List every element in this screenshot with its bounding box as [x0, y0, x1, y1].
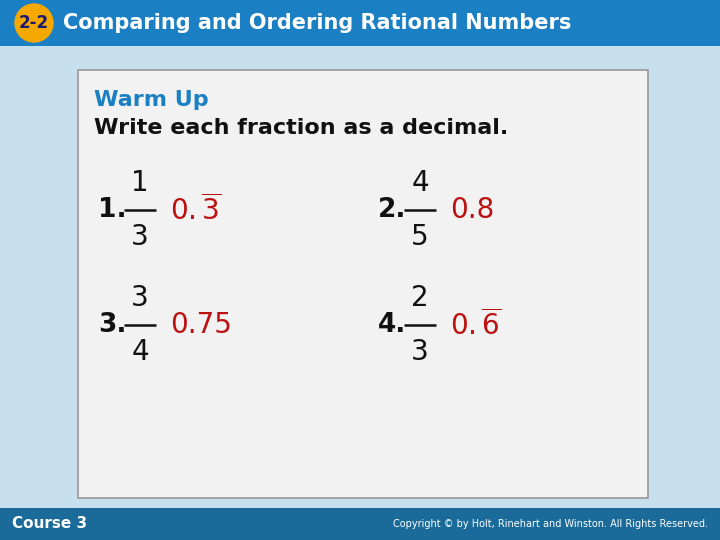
- Bar: [0, 0, 720, 46]
- Text: $0.\overline{6}$: $0.\overline{6}$: [450, 309, 502, 341]
- Text: 1.: 1.: [98, 197, 127, 223]
- Text: 0.8: 0.8: [450, 196, 494, 224]
- Text: Course 3: Course 3: [12, 516, 87, 531]
- Text: 2: 2: [411, 284, 429, 312]
- Bar: [0, 508, 720, 540]
- Text: 3: 3: [131, 284, 149, 312]
- Text: 4.: 4.: [378, 312, 406, 338]
- Text: 5: 5: [411, 223, 429, 251]
- Text: 4: 4: [131, 338, 149, 366]
- Text: 3: 3: [131, 223, 149, 251]
- Bar: [78, 70, 648, 498]
- Text: 4: 4: [411, 169, 429, 197]
- Text: 3.: 3.: [98, 312, 127, 338]
- Text: 2-2: 2-2: [19, 14, 49, 32]
- Text: 1: 1: [131, 169, 149, 197]
- Text: 2.: 2.: [378, 197, 407, 223]
- Text: 0.75: 0.75: [170, 311, 232, 339]
- Text: Comparing and Ordering Rational Numbers: Comparing and Ordering Rational Numbers: [63, 13, 572, 33]
- Text: Warm Up: Warm Up: [94, 90, 209, 110]
- Text: Copyright © by Holt, Rinehart and Winston. All Rights Reserved.: Copyright © by Holt, Rinehart and Winsto…: [393, 519, 708, 529]
- Circle shape: [15, 4, 53, 42]
- Text: Write each fraction as a decimal.: Write each fraction as a decimal.: [94, 118, 508, 138]
- Text: 3: 3: [411, 338, 429, 366]
- Text: $0.\overline{3}$: $0.\overline{3}$: [170, 194, 222, 226]
